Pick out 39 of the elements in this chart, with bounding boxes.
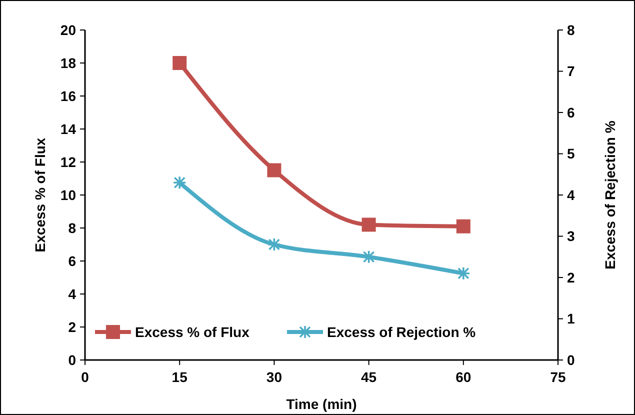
y-tick-label: 16 bbox=[60, 88, 76, 104]
y-tick-label: 6 bbox=[68, 252, 76, 269]
point bbox=[267, 238, 282, 252]
y2-tick-label: 1 bbox=[567, 310, 575, 327]
x-tick-label: 60 bbox=[456, 369, 472, 385]
point bbox=[362, 218, 376, 232]
point bbox=[456, 219, 470, 234]
point bbox=[172, 176, 186, 190]
legend-label: Excess % of Flux bbox=[135, 324, 250, 340]
y2-tick-label: 0 bbox=[567, 352, 575, 368]
point bbox=[456, 266, 470, 280]
point bbox=[362, 250, 376, 264]
point bbox=[172, 56, 187, 70]
y2-axis-title: Excess of Rejection % bbox=[602, 120, 618, 270]
y2-tick-label: 3 bbox=[567, 228, 575, 244]
y2-tick-label: 7 bbox=[567, 63, 575, 80]
y-tick-label: 18 bbox=[60, 54, 76, 71]
x-tick-label: 45 bbox=[361, 369, 377, 385]
point bbox=[267, 163, 282, 178]
legend-label: Excess of Rejection % bbox=[327, 324, 476, 340]
y2-tick-label: 2 bbox=[567, 269, 575, 286]
y-tick-label: 2 bbox=[68, 318, 76, 335]
y-tick-label: 20 bbox=[60, 22, 76, 38]
y-tick-label: 4 bbox=[68, 286, 76, 302]
y2-tick-label: 4 bbox=[567, 186, 575, 203]
y-tick-label: 10 bbox=[60, 186, 76, 203]
y-tick-label: 14 bbox=[60, 120, 76, 137]
y-tick-label: 0 bbox=[68, 352, 76, 368]
y2-tick-label: 8 bbox=[567, 22, 575, 38]
x-tick-label: 0 bbox=[81, 369, 90, 385]
y-axis-title: Excess % of Flux bbox=[32, 138, 48, 252]
y-tick-label: 12 bbox=[60, 154, 76, 170]
y2-tick-label: 6 bbox=[567, 104, 575, 120]
y-tick-label: 8 bbox=[68, 220, 76, 236]
x-tick-label: 15 bbox=[172, 369, 188, 385]
y2-tick-label: 5 bbox=[567, 146, 575, 162]
x-tick-label: 75 bbox=[550, 369, 566, 385]
x-axis-title: Time (min) bbox=[286, 396, 357, 412]
x-tick-label: 30 bbox=[266, 369, 282, 385]
